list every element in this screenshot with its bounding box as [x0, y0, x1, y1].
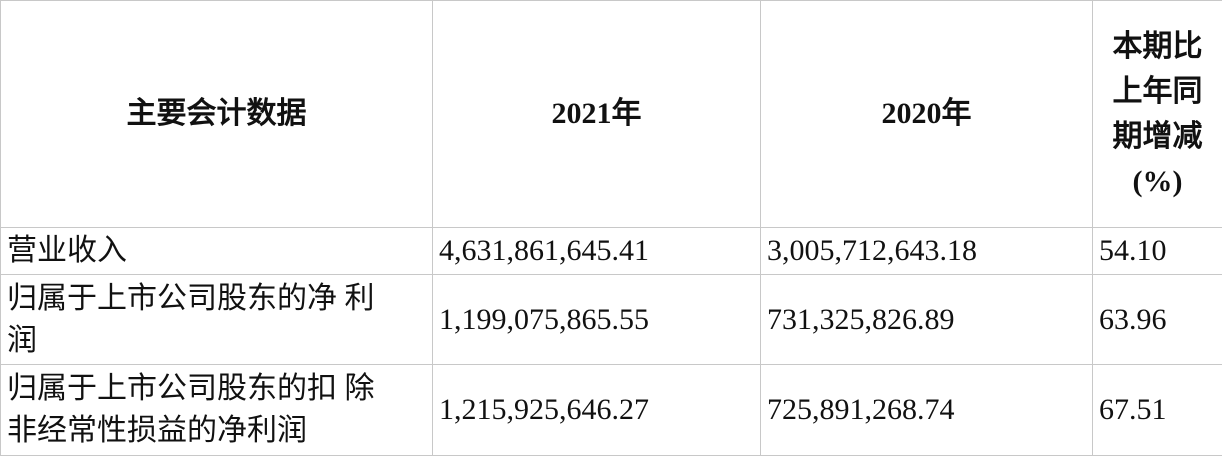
cell: 67.51	[1092, 364, 1222, 456]
cell: 4,631,861,645.41	[432, 227, 761, 275]
text-line: 期增减	[1112, 120, 1203, 153]
row-label: 归属于上市公司股东的扣 除非经常性损益的净利润	[0, 364, 433, 456]
header-cell: 主要会计数据	[0, 0, 433, 228]
text-line: 归属于上市公司股东的净 利	[7, 281, 375, 315]
text-line: 上年同	[1112, 75, 1203, 108]
header-cell: 本期比上年同期增减 (%)	[1092, 0, 1222, 228]
row: 营业收入 4,631,861,645.41 3,005,712,643.18 5…	[0, 227, 1222, 275]
row-label: 营业收入	[0, 227, 433, 275]
cell: 1,215,925,646.27	[432, 364, 761, 456]
cell: 54.10	[1092, 227, 1222, 275]
text-line: 营业收入	[7, 234, 127, 267]
cell: 731,325,826.89	[760, 274, 1093, 365]
header-cell: 2020年	[760, 0, 1093, 228]
cell: 63.96	[1092, 274, 1222, 365]
cell: 725,891,268.74	[760, 364, 1093, 456]
cell: 1,199,075,865.55	[432, 274, 761, 365]
text-line: 归属于上市公司股东的扣 除	[7, 372, 375, 405]
text-line: 非经常性损益的净利润	[7, 414, 307, 447]
text-line: 本期比	[1112, 30, 1203, 63]
row: 归属于上市公司股东的净 利润 1,199,075,865.55 731,325,…	[0, 274, 1222, 365]
header-row: 主要会计数据 2021年 2020年 本期比上年同期增减 (%)	[0, 0, 1222, 228]
cell: 3,005,712,643.18	[760, 227, 1093, 275]
row-label: 归属于上市公司股东的净 利润	[0, 274, 433, 365]
text-line: (%)	[1132, 165, 1183, 198]
header-cell: 2021年	[432, 0, 761, 228]
row: 归属于上市公司股东的扣 除非经常性损益的净利润 1,215,925,646.27…	[0, 364, 1222, 456]
text-line: 润	[7, 323, 37, 357]
